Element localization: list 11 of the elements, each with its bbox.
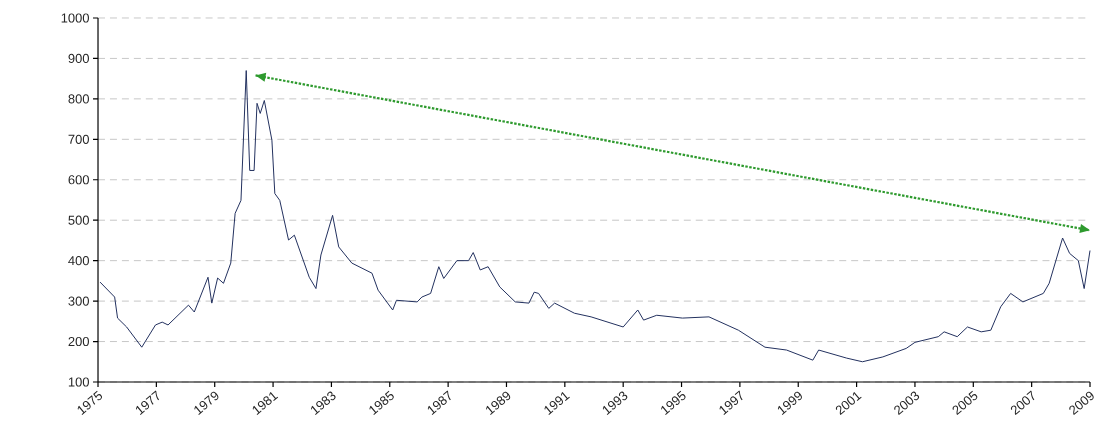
y-tick-label: 900 bbox=[68, 53, 89, 64]
y-tick-label: 200 bbox=[68, 336, 89, 347]
y-tick-label: 1000 bbox=[61, 13, 89, 23]
y-tick-label: 400 bbox=[68, 256, 89, 266]
y-tick-label: 300 bbox=[68, 296, 89, 306]
y-tick-label: 100 bbox=[68, 377, 89, 387]
y-tick-label: 600 bbox=[68, 175, 89, 185]
y-tick-label: 800 bbox=[68, 94, 89, 104]
y-tick-label: 700 bbox=[68, 134, 89, 144]
y-tick-label: 500 bbox=[68, 215, 89, 225]
line-series bbox=[99, 70, 1091, 363]
